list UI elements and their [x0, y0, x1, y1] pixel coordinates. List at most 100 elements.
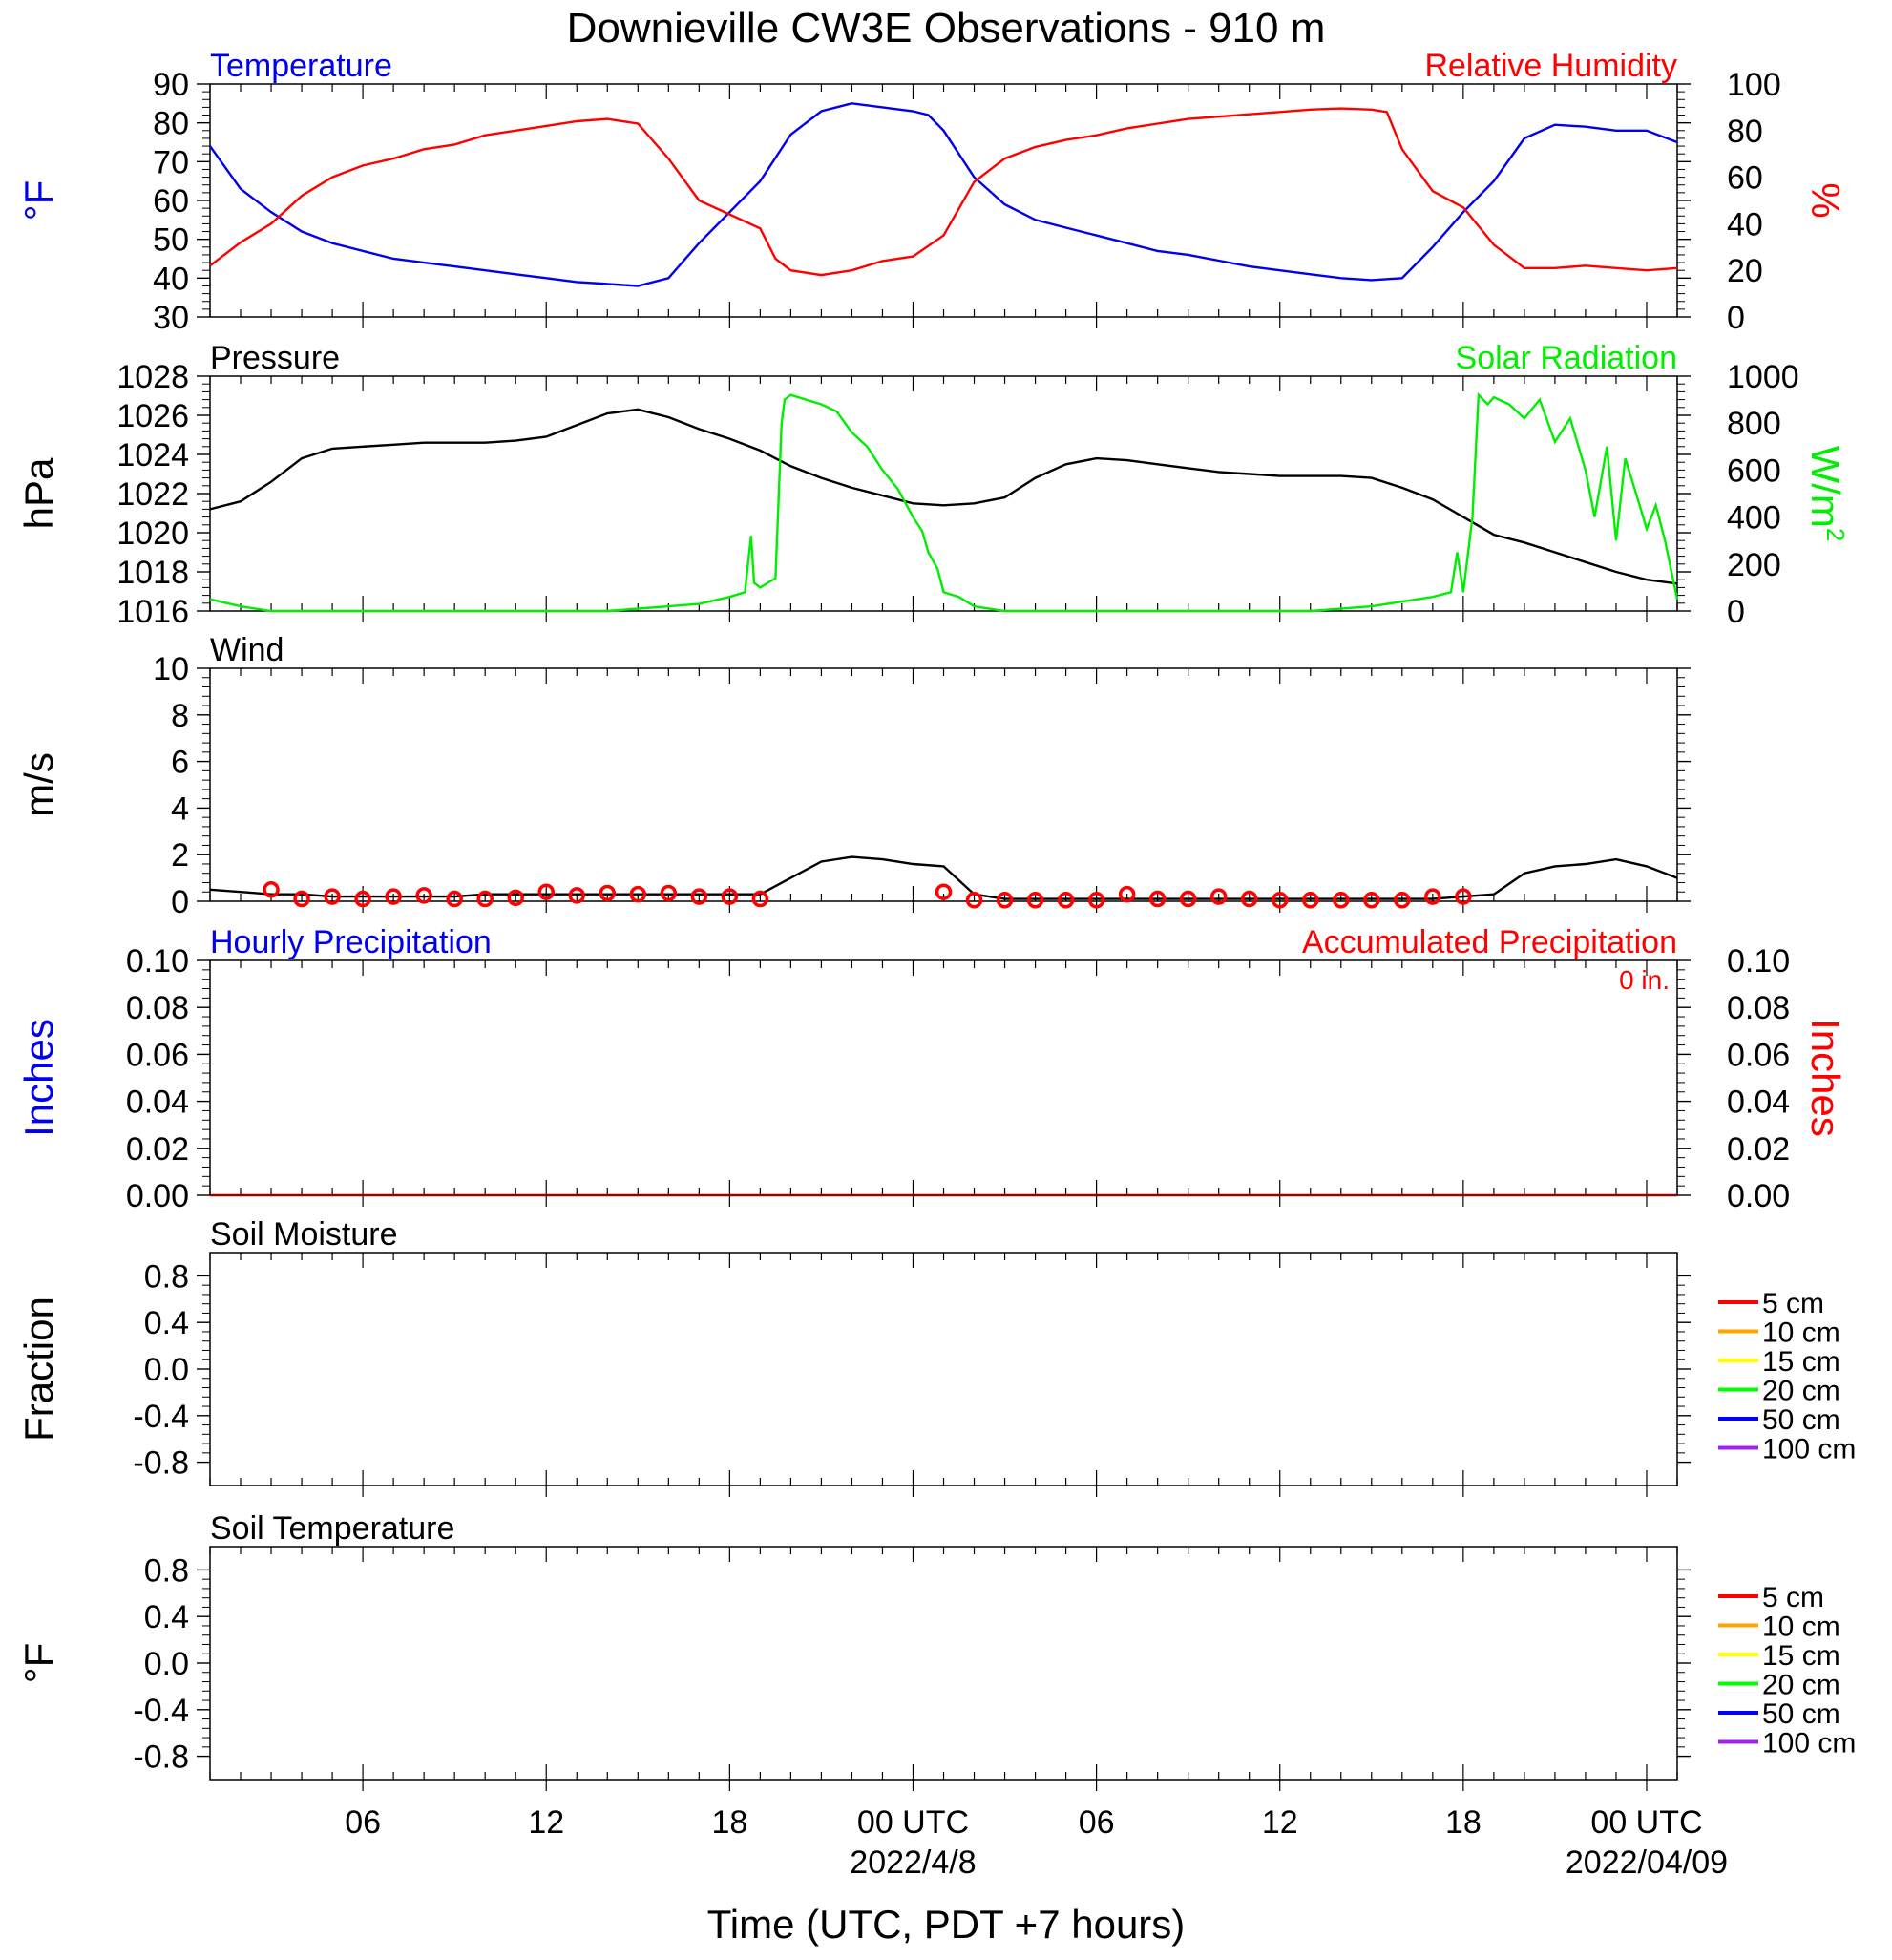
- panel-title-left: Soil Moisture: [210, 1216, 398, 1253]
- y-tick-label-right: 0.08: [1727, 990, 1790, 1026]
- y-tick-label-left: -0.4: [133, 1693, 189, 1729]
- wind-marker: [935, 883, 953, 900]
- x-tick-label: 18: [1445, 1804, 1482, 1841]
- y-tick-label-left: -0.8: [133, 1445, 189, 1482]
- wind-marker: [1026, 892, 1044, 909]
- x-tick-date: 2022/04/09: [1566, 1844, 1728, 1881]
- legend-label: 5 cm: [1762, 1582, 1824, 1613]
- wind-marker: [263, 881, 280, 898]
- y-tick-label-right: 0: [1727, 594, 1745, 630]
- y-tick-label-right: 40: [1727, 206, 1763, 242]
- panel-title-right: Relative Humidity: [1424, 48, 1677, 84]
- y-tick-label-left: 1028: [116, 359, 189, 395]
- y-tick-label-left: 1016: [116, 594, 189, 630]
- y-tick-label-left: 70: [153, 144, 189, 180]
- legend-label: 15 cm: [1762, 1640, 1840, 1672]
- y-tick-label-left: 6: [171, 745, 189, 781]
- y-tick-label-right: 1000: [1727, 359, 1799, 395]
- y-tick-label-right: 0.04: [1727, 1085, 1790, 1121]
- y-axis-label-left: m/s: [16, 752, 61, 817]
- series-line-pressure: [209, 408, 1678, 585]
- wind-marker: [629, 885, 647, 903]
- y-tick-label-left: 1026: [116, 398, 189, 434]
- y-axis-label-right: Inches: [1803, 1019, 1848, 1137]
- x-axis-label: Time (UTC, PDT +7 hours): [707, 1902, 1186, 1947]
- y-tick-label-right: 60: [1727, 160, 1763, 197]
- y-tick-label-left: 8: [171, 698, 189, 734]
- y-tick-label-right: 80: [1727, 114, 1763, 150]
- wind-marker: [965, 892, 983, 909]
- wind-marker: [476, 890, 494, 908]
- wind-marker: [1087, 892, 1105, 909]
- panel-title-left: Pressure: [210, 340, 340, 376]
- y-tick-label-right: 0.02: [1727, 1131, 1790, 1168]
- panel-title-left: Hourly Precipitation: [210, 924, 492, 960]
- legend-label: 100 cm: [1762, 1728, 1856, 1760]
- panel-wind: 0 2 4 6 8 10 Wind m/s: [16, 632, 1691, 920]
- panel-title-left: Wind: [210, 632, 284, 668]
- wind-marker: [446, 890, 463, 908]
- y-tick-label-left: 0.00: [126, 1178, 189, 1214]
- panel-soil-moisture: -0.8 -0.4 0.0 0.4 0.8 Soil Moisture Fraction 5 …: [16, 1216, 1856, 1497]
- legend-label: 50 cm: [1762, 1404, 1840, 1436]
- series-line-solar-radiation: [209, 391, 1679, 613]
- y-tick-label-left: 50: [153, 222, 189, 259]
- wind-marker: [1118, 885, 1136, 903]
- y-tick-label-left: 0.8: [144, 1552, 189, 1589]
- wind-marker: [996, 892, 1014, 909]
- y-tick-label-left: 0: [171, 884, 189, 920]
- y-tick-label-right: 0.10: [1727, 943, 1790, 980]
- series-line-relative-humidity: [209, 107, 1678, 277]
- legend-label: 20 cm: [1762, 1376, 1840, 1407]
- legend-label: 10 cm: [1762, 1612, 1840, 1643]
- panel-title-left: Soil Temperature: [210, 1510, 454, 1547]
- series-line-temperature: [209, 102, 1678, 287]
- y-tick-label-right: 0.06: [1727, 1037, 1790, 1073]
- x-tick-label: 00 UTC: [1590, 1804, 1702, 1841]
- y-tick-label-right: 600: [1727, 453, 1781, 489]
- wind-marker: [568, 887, 585, 904]
- legend-label: 15 cm: [1762, 1346, 1840, 1378]
- x-tick-date: 2022/4/8: [850, 1844, 976, 1881]
- x-tick-label: 18: [711, 1804, 747, 1841]
- y-tick-label-left: 80: [153, 106, 189, 142]
- panel-precipitation: 0.00 0.02 0.04 0.06 0.08 0.10 0.00 0.02 0.04 0.06…: [16, 924, 1848, 1214]
- panel-title-right: Solar Radiation: [1456, 340, 1677, 376]
- x-tick-label: 06: [1079, 1804, 1115, 1841]
- y-axis-label-left: Fraction: [16, 1296, 61, 1442]
- y-tick-label-left: -0.4: [133, 1399, 189, 1435]
- series-line-wind-speed: [209, 855, 1678, 900]
- y-tick-label-right: 0.00: [1727, 1178, 1790, 1214]
- figure-title: Downieville CW3E Observations - 910 m: [567, 5, 1326, 52]
- panel-title-right: Accumulated Precipitation: [1302, 924, 1677, 960]
- legend-label: 10 cm: [1762, 1317, 1840, 1349]
- y-axis-label-left: °F: [16, 180, 61, 221]
- wind-marker: [1424, 888, 1441, 905]
- y-tick-label-left: 0.4: [144, 1305, 189, 1341]
- y-tick-label-left: 60: [153, 183, 189, 220]
- wind-marker: [1179, 890, 1197, 908]
- wind-marker: [1271, 892, 1289, 909]
- x-tick-label: 00 UTC: [857, 1804, 969, 1841]
- y-tick-label-left: -0.8: [133, 1739, 189, 1776]
- y-axis-label-right: %: [1803, 182, 1848, 218]
- y-tick-label-right: 400: [1727, 500, 1781, 537]
- y-tick-label-left: 0.02: [126, 1131, 189, 1168]
- wind-marker: [354, 890, 371, 908]
- y-tick-label-left: 10: [153, 651, 189, 687]
- legend-label: 50 cm: [1762, 1698, 1840, 1730]
- y-tick-label-left: 0.06: [126, 1037, 189, 1073]
- panel-title-left: Temperature: [210, 48, 392, 84]
- y-tick-label-left: 1024: [116, 437, 189, 474]
- wind-marker: [751, 890, 769, 908]
- wind-marker: [1394, 892, 1411, 909]
- y-tick-label-left: 40: [153, 261, 189, 297]
- y-tick-label-left: 0.0: [144, 1646, 189, 1682]
- wind-marker: [385, 888, 402, 905]
- y-tick-label-right: 200: [1727, 547, 1781, 583]
- y-tick-label-left: 0.0: [144, 1352, 189, 1388]
- y-tick-label-left: 1020: [116, 516, 189, 552]
